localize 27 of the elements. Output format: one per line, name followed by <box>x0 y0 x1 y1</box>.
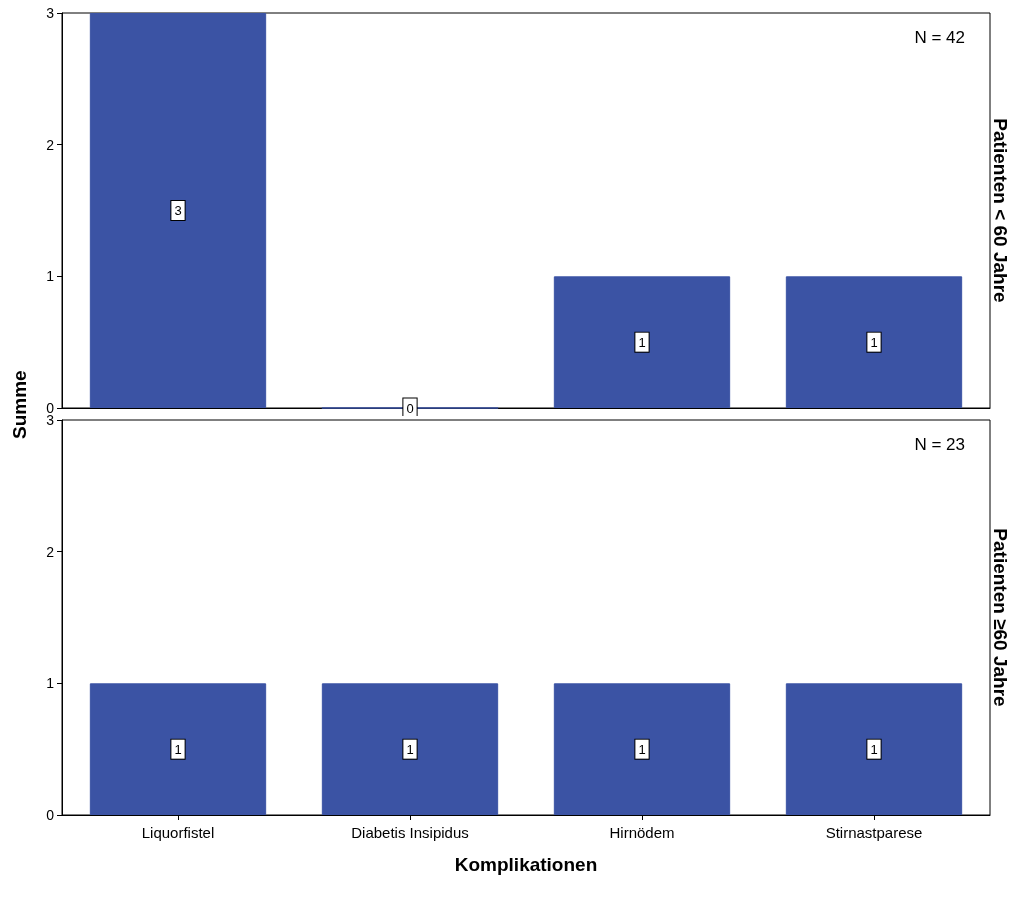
data-label: 1 <box>638 334 646 350</box>
data-label: 0 <box>406 400 414 416</box>
data-label: 1 <box>406 741 414 757</box>
y-tick-label: 3 <box>46 5 55 21</box>
bar <box>89 13 267 408</box>
x-axis-title: Komplikationen <box>454 854 598 875</box>
y-tick-label: 1 <box>46 675 55 692</box>
y-tick-label: 0 <box>46 807 55 823</box>
data-label: 1 <box>174 741 182 757</box>
bar <box>553 276 731 408</box>
text: Patienten < 60 Jahre <box>989 118 1011 303</box>
annotation: N = 42 <box>914 28 965 47</box>
data-label: 1 <box>638 741 646 757</box>
y-tick-label: 2 <box>46 136 55 153</box>
y-axis-title: Summe <box>9 370 31 439</box>
x-tick-label: Hirnödem <box>609 824 675 841</box>
data-label: 1 <box>870 334 878 350</box>
data-label: 1 <box>870 741 878 757</box>
annotation: N = 23 <box>914 435 965 454</box>
x-tick-label: Diabetis Insipidus <box>351 824 469 841</box>
y-tick-label: 2 <box>46 543 55 560</box>
y-tick-label: 1 <box>46 268 55 285</box>
x-tick-label: Liquorfistel <box>141 824 215 841</box>
x-tick-label: Stirnastparese <box>825 824 923 841</box>
text: Patienten ≥60 Jahre <box>989 528 1011 707</box>
data-label: 3 <box>174 203 182 218</box>
bar <box>785 276 963 408</box>
